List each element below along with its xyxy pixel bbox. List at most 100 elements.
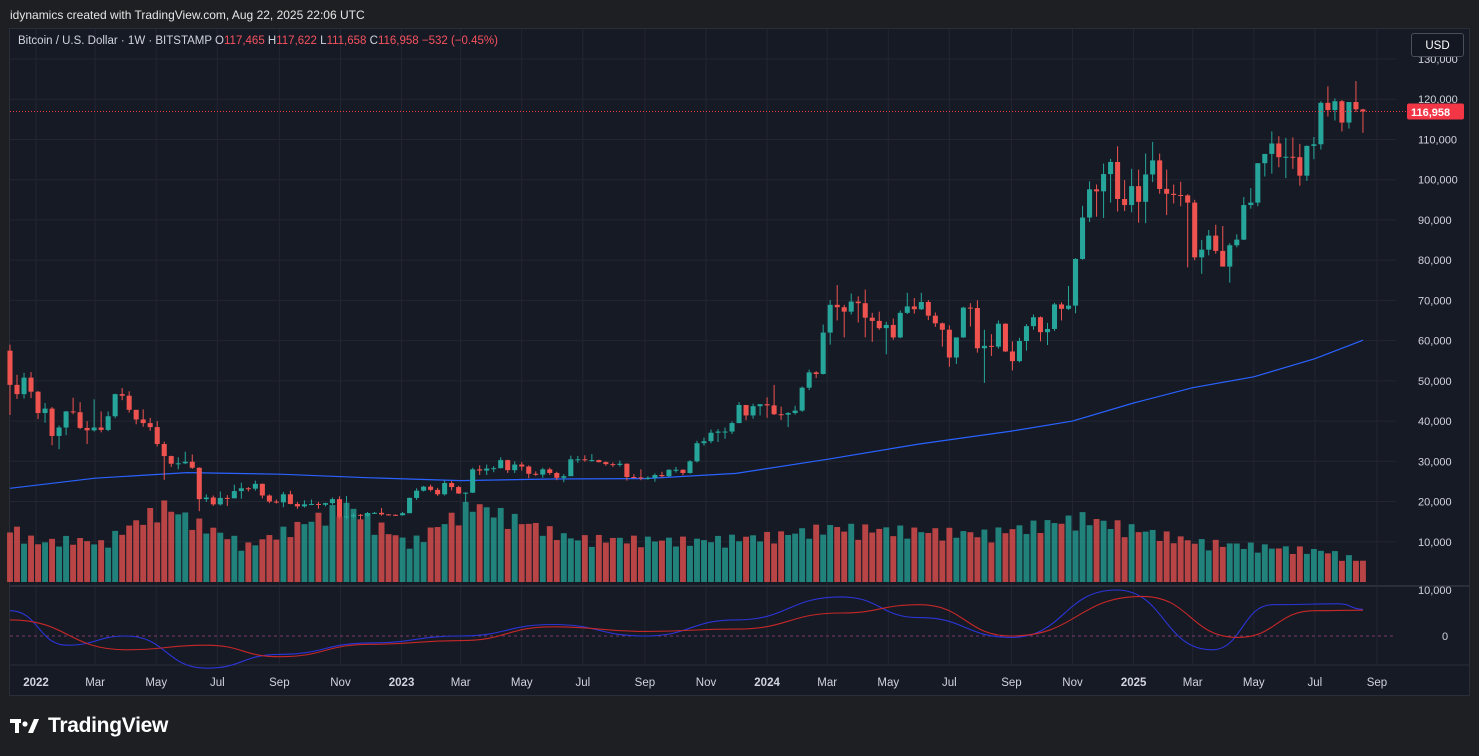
candle-body [1192,202,1198,258]
candle-body [49,408,55,436]
candle-body [1094,189,1100,192]
candle-body [1051,304,1058,329]
candle-body [512,464,518,471]
candle-body [736,404,742,424]
candle-body [238,488,244,492]
volume-bar [1016,525,1023,582]
time-axis-label: 2025 [1121,677,1147,689]
candle-body [491,468,497,470]
volume-bar [651,541,658,582]
time-axis-label: Jul [575,677,590,689]
candle-body [21,377,27,395]
candle-body [231,491,237,499]
volume-bar [497,507,504,582]
volume-bar [1212,539,1219,582]
candle-body [540,469,546,475]
volume-bar [511,513,518,582]
time-axis-label: Jul [210,677,225,689]
volume-bar [701,540,707,582]
candle-body [1206,235,1212,250]
open-value: 117,465 [224,35,265,47]
candle-body [140,419,146,424]
volume-bar [441,524,448,582]
candle-body [505,460,511,471]
volume-bar [140,524,147,582]
volume-bar [7,532,13,582]
volume-bar [581,535,588,582]
candle-body [182,461,188,464]
candle-body [1044,328,1051,333]
candle-body [960,307,966,338]
volume-bar [750,535,757,582]
volume-bar [210,527,217,582]
credit-text: idynamics created with TradingView.com, … [10,8,365,22]
candle-body [498,460,504,469]
low-label: L [320,35,327,47]
time-axis-label: 2023 [389,677,415,689]
close-label: C [369,35,378,47]
volume-bar [1331,551,1338,582]
volume-bar [785,534,792,582]
volume-bar [848,523,855,582]
low-value: 111,658 [326,35,367,47]
volume-bar [70,544,77,582]
candle-body [1178,194,1184,196]
time-axis-label: Jul [1308,677,1323,689]
volume-bar [1149,529,1156,582]
volume-bar [364,513,371,582]
candle-body [336,499,342,517]
candle-body [322,503,328,505]
candle-body [28,377,34,392]
candle-body [91,427,97,431]
volume-bar [1296,546,1303,582]
candle-body [918,301,924,310]
price-badge [1407,103,1464,120]
volume-bar [546,526,553,582]
candle-body [638,477,644,479]
volume-bar [673,546,679,582]
candle-body [449,483,455,488]
candle-body [617,463,623,465]
candle-body [189,461,195,468]
candle-body [154,427,160,445]
candle-body [1171,193,1177,195]
volume-bar [518,524,525,582]
candle-body [1122,199,1128,206]
currency-button[interactable]: USD [1411,33,1464,57]
candle-body [582,459,588,461]
volume-bar [133,520,140,582]
price-axis-label: 90,000 [1418,215,1452,227]
volume-bar [231,535,238,582]
volume-bar [413,535,420,582]
volume-bar [1072,530,1079,582]
candle-body [1002,323,1008,352]
volume-bar [98,540,105,582]
volume-bar [715,535,721,582]
candle-body [848,301,854,312]
volume-bar [1177,536,1184,582]
candle-body [161,444,167,457]
volume-bar [1107,528,1114,582]
candle-body [1255,163,1261,203]
volume-bar [1142,531,1149,582]
volume-bar [560,533,567,582]
candle-body [35,391,41,414]
volume-bar [1093,519,1100,582]
volume-bar [1023,534,1030,582]
candle-body [84,427,90,431]
candle-body [1185,195,1191,203]
candle-body [386,514,392,516]
candle-body [484,468,490,471]
volume-bar [827,525,834,582]
volume-bar [63,535,70,582]
oscillator-slow-line [9,595,1364,658]
tradingview-logo[interactable]: TradingView [10,714,168,738]
volume-bar [1338,560,1345,582]
candle-body [1332,101,1338,111]
candle-body [1304,145,1310,176]
volume-bar [399,537,406,582]
volume-bar [1219,546,1226,582]
candle-body [750,406,756,416]
candle-body [862,303,868,318]
